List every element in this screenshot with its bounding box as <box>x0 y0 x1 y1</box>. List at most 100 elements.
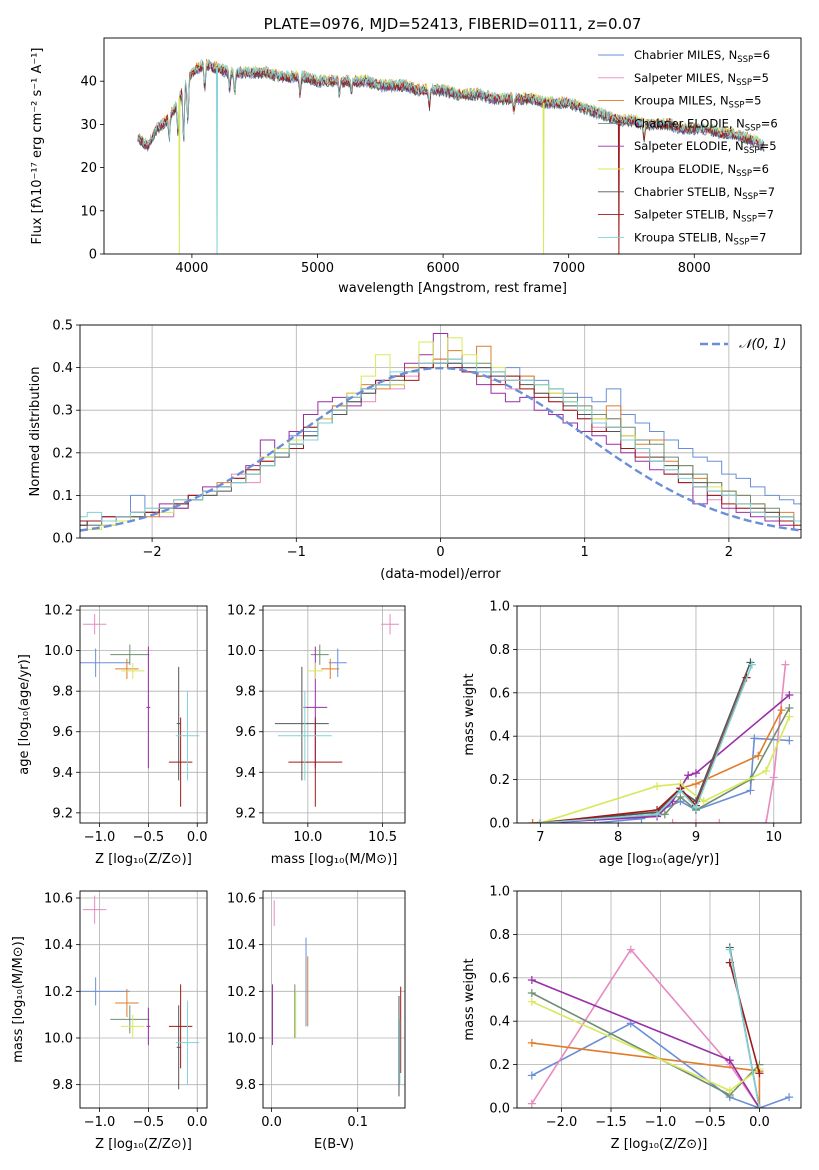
y-tick-label: 10.2 <box>227 985 256 1000</box>
weight-line <box>540 664 753 823</box>
weight-marker <box>785 1093 794 1102</box>
y-tick-label: 0.4 <box>489 1015 510 1030</box>
y-tick-label: 0.0 <box>489 817 510 832</box>
legend-subscript: SSP <box>736 78 752 88</box>
y-tick-label: 10.2 <box>227 604 256 619</box>
legend-value: =7 <box>749 230 766 244</box>
legend: Chabrier MILES, NSSP=6 Salpeter MILES, NS… <box>598 48 778 247</box>
age-vs-mass-axes: 10.0 10.5 9.2 9.4 9.6 9.8 10.0 10.2 <box>227 604 405 845</box>
legend-value: =5 <box>744 94 761 108</box>
y-tick-label: 9.2 <box>235 806 256 821</box>
legend-subscript: SSP <box>729 101 745 111</box>
weight-marker <box>715 819 724 823</box>
y-tick-label: 10.2 <box>44 985 73 1000</box>
age-vs-mass-marks <box>274 614 400 807</box>
weight-line <box>672 664 787 823</box>
y-tick-label: 10 <box>80 204 97 219</box>
legend-entry: Chabrier ELODIE, NSSP=6 <box>634 116 778 133</box>
mass-vs-Z-axes: −1.0 −0.5 0.0 9.8 10.0 10.2 10.4 10.6 <box>44 891 208 1130</box>
legend-value: =6 <box>753 48 770 62</box>
y-tick-label: 10.0 <box>227 1032 256 1047</box>
y-tick-label: 10.6 <box>227 892 256 907</box>
legend-value: =5 <box>760 139 777 153</box>
x-tick-label: 1 <box>581 545 589 560</box>
legend-value: =7 <box>758 185 775 199</box>
legend-value: =6 <box>761 116 778 130</box>
x-axis-label: E(B-V) <box>314 1137 354 1152</box>
x-tick-label: −2.0 <box>546 1115 578 1130</box>
weight-marker <box>527 997 536 1006</box>
x-tick-label: −1.0 <box>84 1115 116 1130</box>
y-tick-label: 0.0 <box>489 1102 510 1117</box>
x-tick-label: 2 <box>725 545 733 560</box>
x-tick-label: 8 <box>614 830 622 845</box>
weight-marker <box>691 803 700 812</box>
y-tick-label: 1.0 <box>489 600 510 615</box>
mass-vs-EBV-axes: 0.0 0.1 9.8 10.0 10.2 10.4 10.6 <box>227 891 405 1130</box>
legend-entry: Salpeter STELIB, NSSP=7 <box>634 208 774 225</box>
legend-value: =5 <box>752 71 769 85</box>
y-tick-label: 0.8 <box>489 928 510 943</box>
spectrum-dropout <box>542 102 545 254</box>
mass-vs-EBV-marks <box>271 900 402 1097</box>
legend-entry: Chabrier MILES, NSSP=6 <box>634 48 770 65</box>
y-axis-label: mass weight <box>462 958 477 1040</box>
weight-line <box>540 662 752 823</box>
spectrum-frame <box>103 37 802 255</box>
weight-marker <box>527 1038 536 1047</box>
mass-vs-Z-frame <box>79 890 208 1109</box>
x-tick-label: 0.0 <box>187 1115 208 1130</box>
weight-line <box>540 716 791 823</box>
weight-marker <box>527 975 536 984</box>
y-tick-label: 30 <box>80 118 97 133</box>
x-tick-label: −2 <box>143 545 162 560</box>
legend-entry: Salpeter MILES, NSSP=5 <box>634 71 769 88</box>
x-tick-label: 5000 <box>301 261 334 276</box>
weight-marker <box>755 1104 764 1108</box>
weight-line <box>729 949 761 1108</box>
weight-marker <box>781 660 790 669</box>
weight-marker <box>755 1069 764 1078</box>
weight-vs-Z-lines <box>527 943 794 1108</box>
weight-marker <box>750 734 759 743</box>
weight-vs-Z-frame <box>516 890 802 1109</box>
y-tick-label: 0.3 <box>52 404 73 419</box>
x-tick-label: −1.0 <box>645 1115 677 1130</box>
weight-marker <box>746 786 755 795</box>
weight-marker <box>769 773 778 782</box>
x-tick-label: −0.5 <box>694 1115 726 1130</box>
residual-histogram-frame <box>79 324 802 539</box>
x-axis-label: Z [log₁₀(Z/Z⊙)] <box>95 1137 192 1152</box>
y-tick-label: 9.6 <box>235 725 256 740</box>
legend-subscript: SSP <box>741 215 757 225</box>
weight-marker <box>725 1086 734 1095</box>
weight-marker <box>691 779 700 788</box>
weight-marker <box>691 769 700 778</box>
y-tick-label: 9.2 <box>52 806 73 821</box>
legend-value: =7 <box>757 208 774 222</box>
weight-marker <box>691 819 700 823</box>
y-tick-label: 9.6 <box>52 725 73 740</box>
y-axis-label: Normed distribution <box>28 367 43 497</box>
residual-histogram-axes: −2 −1 0 1 2 0.0 0.1 0.2 0.3 0.4 0.5 <box>52 319 801 560</box>
y-tick-label: 10.0 <box>44 644 73 659</box>
y-tick-label: 0.6 <box>489 971 510 986</box>
weight-vs-Z-axes: −2.0 −1.5 −1.0 −0.5 0.0 0.0 0.2 0.4 0.6 0.8 1.0 <box>489 885 801 1130</box>
x-tick-label: 0.0 <box>187 830 208 845</box>
x-tick-label: 10.5 <box>368 830 397 845</box>
histogram-steps <box>80 333 801 532</box>
x-tick-label: 0.1 <box>347 1115 368 1130</box>
x-tick-label: −0.5 <box>133 830 165 845</box>
y-tick-label: 9.4 <box>235 766 256 781</box>
legend-subscript: SSP <box>737 55 753 65</box>
legend-value: =6 <box>752 162 769 176</box>
weight-line <box>531 948 761 1108</box>
weight-marker <box>777 706 786 715</box>
x-tick-label: 0.0 <box>261 1115 282 1130</box>
weight-vs-age-axes: 7 8 9 10 0.0 0.2 0.4 0.6 0.8 1.0 <box>489 600 801 845</box>
weight-marker <box>785 736 794 745</box>
weight-marker <box>676 786 685 795</box>
weight-marker <box>761 819 770 823</box>
y-axis-label: mass [log₁₀(M/M⊙)] <box>11 936 26 1063</box>
spectrum-dropout <box>178 98 181 254</box>
